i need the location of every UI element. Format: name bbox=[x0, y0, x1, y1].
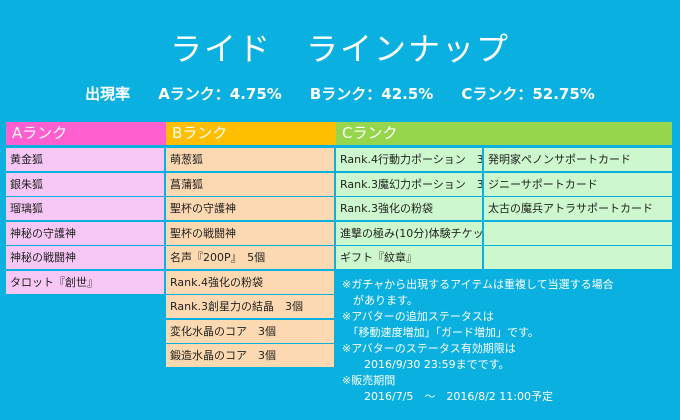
appearance-rates: 出現率 Aランク：4.75% Bランク：42.5% Cランク：52.75% bbox=[0, 83, 680, 104]
a-rank-item: 黄金狐 bbox=[6, 148, 164, 171]
rate-c: Cランク：52.75% bbox=[461, 85, 595, 103]
b-rank-item: 聖杯の戦闘神 bbox=[166, 221, 334, 245]
header-b-rank: Bランク bbox=[166, 122, 336, 145]
c-rank-item: 発明家ペノンサポートカード bbox=[484, 148, 672, 171]
rate-b: Bランク：42.5% bbox=[309, 85, 434, 103]
note-line: ※アバターのステータス有効期限は bbox=[342, 342, 516, 355]
c-rank-item bbox=[484, 246, 672, 269]
a-rank-item: 神秘の守護神 bbox=[6, 221, 164, 245]
c-rank-item: ギフト『紋章』 bbox=[336, 246, 482, 269]
b-rank-item: 菖蒲狐 bbox=[166, 172, 334, 196]
b-rank-item: 萌葱狐 bbox=[166, 148, 334, 171]
note-line: 2016/9/30 23:59までです。 bbox=[342, 358, 510, 371]
header-a-rank: Aランク bbox=[6, 122, 166, 145]
b-rank-item: 名声『200P』 5個 bbox=[166, 246, 334, 269]
c-rank-item bbox=[484, 221, 672, 245]
c-rank-item: 進撃の極み(10分)体験チケット bbox=[336, 221, 482, 245]
c-rank-item: Rank.3強化の粉袋 bbox=[336, 197, 482, 220]
rates-label: 出現率 bbox=[85, 85, 131, 103]
note-line: 「移動速度増加」「ガード増加」です。 bbox=[342, 326, 539, 339]
note-line: ※ガチャから出現するアイテムは重複して当選する場合 bbox=[342, 278, 614, 291]
c-rank-item: 太古の魔兵アトラサポートカード bbox=[484, 197, 672, 220]
c-rank-item: ジニーサポートカード bbox=[484, 172, 672, 196]
notes: ※ガチャから出現するアイテムは重複して当選する場合 があります。 ※アバターの追… bbox=[342, 277, 672, 405]
c-rank-item: Rank.4行動力ポーション 3 bbox=[336, 148, 482, 171]
header-c-rank: Cランク bbox=[336, 122, 672, 145]
b-rank-item: 変化水晶のコア 3個 bbox=[166, 319, 334, 343]
a-rank-item: タロット『創世』 bbox=[6, 270, 164, 294]
b-rank-item: 鍛造水晶のコア 3個 bbox=[166, 344, 334, 367]
b-rank-item: 聖杯の守護神 bbox=[166, 197, 334, 220]
note-line: ※アバターの追加ステータスは bbox=[342, 310, 494, 323]
b-rank-item: Rank.3創星力の結晶 3個 bbox=[166, 295, 334, 318]
a-rank-item: 神秘の戦闘神 bbox=[6, 246, 164, 269]
c-rank-item: Rank.3魔幻力ポーション 3 bbox=[336, 172, 482, 196]
page-title: ライド ラインナップ bbox=[169, 30, 510, 68]
a-rank-item: 瑠璃狐 bbox=[6, 197, 164, 220]
note-line: 2016/7/5 ～ 2016/8/2 11:00予定 bbox=[342, 390, 554, 403]
a-rank-item: 銀朱狐 bbox=[6, 172, 164, 196]
rate-a: Aランク：4.75% bbox=[158, 85, 282, 103]
b-rank-item: Rank.4強化の粉袋 bbox=[166, 270, 334, 294]
note-line: があります。 bbox=[342, 294, 418, 307]
note-line: ※販売期間 bbox=[342, 374, 396, 387]
